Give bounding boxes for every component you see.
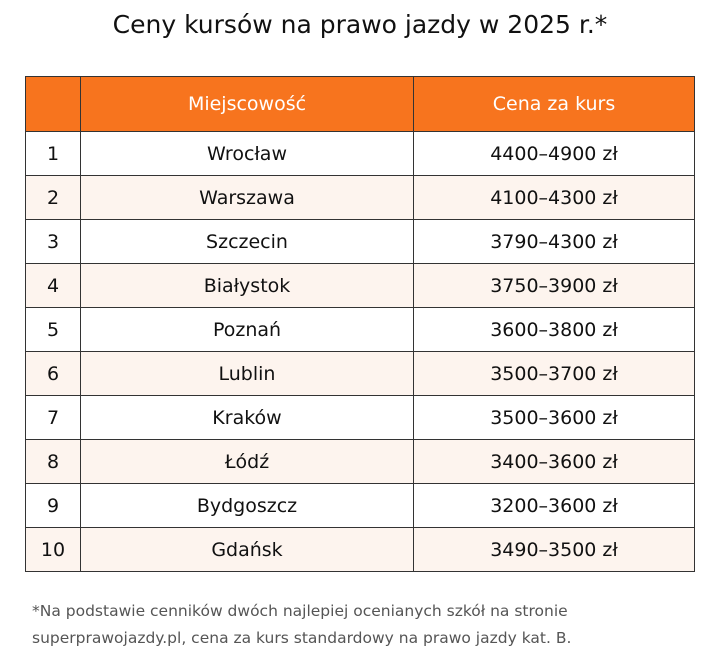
row-number: 1 xyxy=(25,131,81,176)
table-row: 6 Lublin 3500–3700 zł xyxy=(25,351,695,396)
row-number: 4 xyxy=(25,263,81,308)
row-price: 4100–4300 zł xyxy=(413,175,695,220)
table-row: 9 Bydgoszcz 3200–3600 zł xyxy=(25,483,695,528)
row-city: Lublin xyxy=(80,351,414,396)
row-city: Bydgoszcz xyxy=(80,483,414,528)
row-number: 3 xyxy=(25,219,81,264)
table-row: 7 Kraków 3500–3600 zł xyxy=(25,395,695,440)
row-number: 7 xyxy=(25,395,81,440)
row-price: 3400–3600 zł xyxy=(413,439,695,484)
row-city: Poznań xyxy=(80,307,414,352)
row-price: 3500–3700 zł xyxy=(413,351,695,396)
footnote: *Na podstawie cenników dwóch najlepiej o… xyxy=(32,598,702,652)
row-price: 3200–3600 zł xyxy=(413,483,695,528)
table-row: 10 Gdańsk 3490–3500 zł xyxy=(25,527,695,572)
footnote-line-1: *Na podstawie cenników dwóch najlepiej o… xyxy=(32,602,568,620)
row-number: 6 xyxy=(25,351,81,396)
row-price: 4400–4900 zł xyxy=(413,131,695,176)
row-city: Łódź xyxy=(80,439,414,484)
page-title: Ceny kursów na prawo jazdy w 2025 r.* xyxy=(112,10,608,39)
row-price: 3490–3500 zł xyxy=(413,527,695,572)
footnote-line-2: superprawojazdy.pl, cena za kurs standar… xyxy=(32,629,572,647)
table-row: 3 Szczecin 3790–4300 zł xyxy=(25,219,695,264)
row-city: Wrocław xyxy=(80,131,414,176)
table-row: 8 Łódź 3400–3600 zł xyxy=(25,439,695,484)
row-city: Warszawa xyxy=(80,175,414,220)
row-city: Białystok xyxy=(80,263,414,308)
row-city: Kraków xyxy=(80,395,414,440)
header-row: Miejscowość Cena za kurs xyxy=(25,76,695,132)
row-number: 2 xyxy=(25,175,81,220)
header-price: Cena za kurs xyxy=(413,76,695,132)
row-price: 3790–4300 zł xyxy=(413,219,695,264)
header-number xyxy=(25,76,81,132)
table-row: 1 Wrocław 4400–4900 zł xyxy=(25,131,695,176)
row-number: 8 xyxy=(25,439,81,484)
row-number: 9 xyxy=(25,483,81,528)
table-row: 4 Białystok 3750–3900 zł xyxy=(25,263,695,308)
table-header: Miejscowość Cena za kurs xyxy=(25,76,695,132)
row-number: 5 xyxy=(25,307,81,352)
price-table: Miejscowość Cena za kurs 1 Wrocław 4400–… xyxy=(25,76,695,572)
row-price: 3500–3600 zł xyxy=(413,395,695,440)
header-city: Miejscowość xyxy=(80,76,414,132)
row-city: Gdańsk xyxy=(80,527,414,572)
table-body: 1 Wrocław 4400–4900 zł 2 Warszawa 4100–4… xyxy=(25,131,695,572)
row-price: 3750–3900 zł xyxy=(413,263,695,308)
table-row: 5 Poznań 3600–3800 zł xyxy=(25,307,695,352)
row-price: 3600–3800 zł xyxy=(413,307,695,352)
row-city: Szczecin xyxy=(80,219,414,264)
row-number: 10 xyxy=(25,527,81,572)
table-row: 2 Warszawa 4100–4300 zł xyxy=(25,175,695,220)
